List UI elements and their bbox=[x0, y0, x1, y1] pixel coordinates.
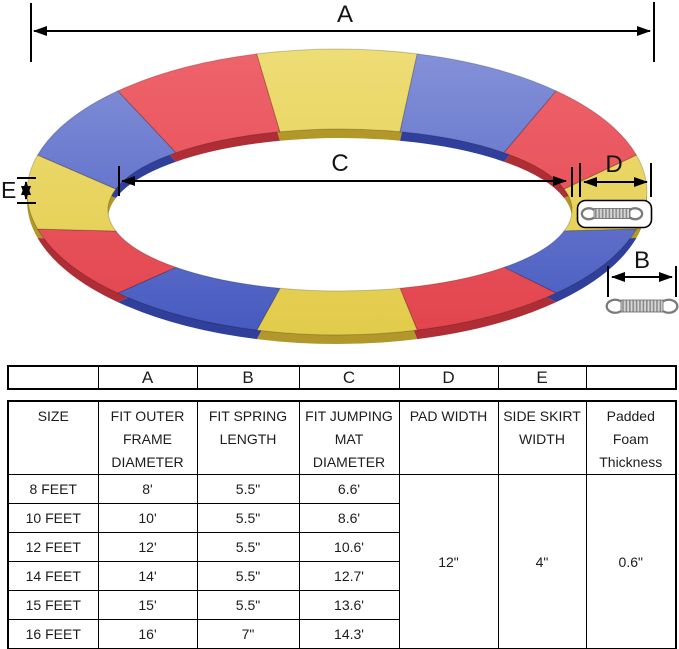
header-spring-length: FIT SPRING LENGTH bbox=[196, 400, 300, 475]
spec-row-15-feet: 15 FEET 15' 5.5" 13.6' bbox=[7, 590, 676, 620]
mat-diameter-cell: 10.6' bbox=[298, 532, 400, 562]
size-cell: 8 FEET bbox=[7, 474, 99, 504]
pad-ring bbox=[26, 48, 648, 344]
dimension-d: D bbox=[579, 151, 652, 197]
size-cell: 15 FEET bbox=[7, 590, 99, 620]
spring-length-cell: 5.5" bbox=[196, 590, 300, 620]
spec-header-row: SIZE FIT OUTER FRAME DIAMETER FIT SPRING… bbox=[7, 400, 677, 475]
outer-frame-diameter-cell: 14' bbox=[97, 561, 198, 591]
spring-length-cell: 5.5" bbox=[196, 474, 300, 504]
outer-frame-diameter-cell: 10' bbox=[97, 503, 198, 533]
side-skirt-width-cell: 4" bbox=[497, 474, 587, 649]
pad-segment-yellow bbox=[256, 287, 418, 336]
pad-width-cell: 12" bbox=[398, 474, 499, 649]
header-size: SIZE bbox=[7, 400, 99, 475]
spring-length-cell: 5.5" bbox=[196, 532, 300, 562]
letter-cell-blank2 bbox=[585, 365, 677, 390]
mat-diameter-cell: 6.6' bbox=[298, 474, 400, 504]
mat-diameter-cell: 12.7' bbox=[298, 561, 400, 591]
letter-cell-b: B bbox=[196, 365, 300, 390]
pad-segment-red bbox=[503, 90, 638, 190]
spring-length-cell: 5.5" bbox=[196, 561, 300, 591]
header-pad-width: PAD WIDTH bbox=[398, 400, 499, 475]
spec-table: SIZE FIT OUTER FRAME DIAMETER FIT SPRING… bbox=[7, 400, 677, 649]
dimension-d-label: D bbox=[605, 151, 622, 178]
dimension-a: A bbox=[30, 1, 655, 62]
letters-row: A B C D E bbox=[7, 365, 677, 390]
dimension-b-label: B bbox=[634, 247, 650, 274]
header-outer-frame-diameter: FIT OUTER FRAME DIAMETER bbox=[97, 400, 198, 475]
outer-frame-diameter-cell: 15' bbox=[97, 590, 198, 620]
header-side-skirt-width: SIDE SKIRT WIDTH bbox=[497, 400, 587, 475]
header-foam-thickness: Padded Foam Thickness bbox=[585, 400, 677, 475]
mat-diameter-cell: 14.3' bbox=[298, 619, 400, 649]
header-mat-diameter: FIT JUMPING MAT DIAMETER bbox=[298, 400, 400, 475]
dimension-c-label: C bbox=[331, 150, 348, 177]
spring-callout bbox=[576, 199, 653, 229]
letter-cell-d: D bbox=[398, 365, 499, 390]
mat-diameter-cell: 13.6' bbox=[298, 590, 400, 620]
spec-row-8-feet: 8 FEET 8' 5.5" 6.6' 12" 4" 0.6" bbox=[7, 474, 677, 649]
letter-cell-e: E bbox=[497, 365, 587, 390]
dimension-c: C bbox=[118, 150, 573, 197]
spring-length-cell: 7" bbox=[196, 619, 300, 649]
spring-length-cell: 5.5" bbox=[196, 503, 300, 533]
dimension-a-label: A bbox=[337, 1, 353, 28]
size-cell: 12 FEET bbox=[7, 532, 99, 562]
dimension-e: E bbox=[1, 177, 36, 204]
size-cell: 10 FEET bbox=[7, 503, 99, 533]
letter-cell-a: A bbox=[97, 365, 198, 390]
pad-segment-yellow bbox=[256, 48, 418, 133]
dimension-b: B bbox=[607, 247, 677, 297]
dimension-e-label: E bbox=[1, 177, 16, 203]
size-cell: 14 FEET bbox=[7, 561, 99, 591]
outer-frame-diameter-cell: 8' bbox=[97, 474, 198, 504]
letter-cell-blank bbox=[7, 365, 99, 390]
outer-frame-diameter-cell: 16' bbox=[97, 619, 198, 649]
trampoline-pad-diagram: A C D E B bbox=[1, 1, 679, 344]
size-cell: 16 FEET bbox=[7, 619, 99, 649]
spring-icon bbox=[605, 298, 679, 314]
mat-diameter-cell: 8.6' bbox=[298, 503, 400, 533]
spec-row-12-feet: 12 FEET 12' 5.5" 10.6' bbox=[7, 532, 676, 562]
spring-icon bbox=[580, 207, 644, 221]
outer-frame-diameter-cell: 12' bbox=[97, 532, 198, 562]
column-letters-table: A B C D E bbox=[7, 365, 677, 390]
letter-cell-c: C bbox=[298, 365, 400, 390]
foam-thickness-cell: 0.6" bbox=[585, 474, 677, 649]
